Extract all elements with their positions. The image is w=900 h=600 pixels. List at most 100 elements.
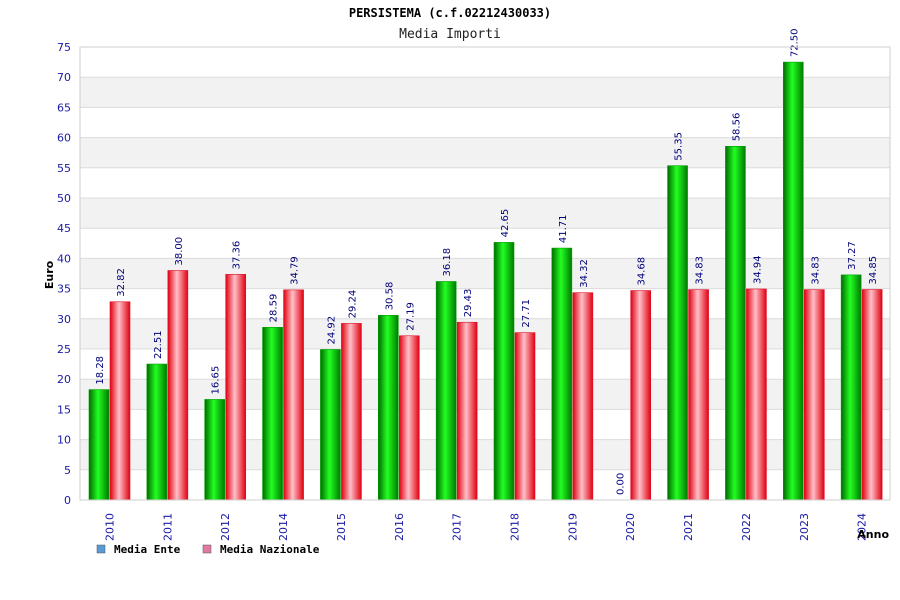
bar-ente-2016 [377, 314, 399, 501]
bar-ente-2022 [725, 145, 746, 501]
data-label: 34.68 [637, 257, 648, 286]
data-label: 36.18 [442, 248, 453, 277]
y-tick-label: 25 [57, 343, 71, 356]
bar-ente-2015 [320, 349, 341, 501]
data-label: 55.35 [674, 132, 685, 161]
y-tick-label: 30 [57, 313, 71, 326]
x-tick-label: 2020 [624, 513, 637, 541]
x-tick-label: 2018 [509, 513, 522, 541]
data-label: 29.43 [463, 289, 474, 318]
bar-nazionale-2020 [630, 290, 652, 501]
bar-nazionale-2019 [572, 292, 594, 501]
x-tick-label: 2021 [682, 513, 695, 541]
bar-nazionale-2012 [225, 274, 247, 501]
data-label: 42.65 [500, 209, 511, 238]
data-label: 34.83 [810, 256, 821, 285]
data-label: 34.32 [579, 259, 590, 288]
data-label: 30.58 [384, 282, 395, 311]
x-tick-label: 2019 [566, 513, 579, 541]
y-tick-label: 60 [57, 132, 71, 145]
data-label: 28.59 [269, 294, 280, 323]
data-label: 58.56 [731, 113, 742, 142]
legend: Media Ente Media Nazionale [96, 543, 320, 556]
y-tick-label: 5 [64, 464, 71, 477]
data-label: 34.79 [290, 256, 301, 285]
bar-nazionale-2021 [688, 289, 709, 501]
bar-nazionale-2015 [341, 323, 362, 501]
data-label: 34.85 [868, 256, 879, 285]
plot-border [79, 46, 891, 501]
data-label: 37.36 [232, 241, 243, 270]
bar-ente-2011 [146, 363, 168, 501]
x-tick-label: 2024 [856, 513, 869, 541]
data-label: 24.92 [326, 316, 337, 345]
data-label: 16.65 [211, 366, 222, 395]
grid-band [80, 439, 890, 470]
bar-ente-2021 [667, 165, 688, 501]
legend-label-media-ente: Media Ente [114, 543, 181, 556]
x-tick-label: 2023 [798, 513, 811, 541]
x-tick-label: 2017 [451, 513, 464, 541]
data-label: 0.00 [616, 473, 627, 495]
x-tick-label: 2014 [277, 513, 290, 541]
x-tick-label: 2016 [393, 513, 406, 541]
x-tick-label: 2012 [219, 513, 232, 541]
bar-ente-2024 [840, 274, 862, 501]
data-label: 27.71 [521, 299, 532, 328]
chart-subtitle: Media Importi [399, 27, 501, 42]
y-tick-label: 35 [57, 283, 71, 296]
data-label: 27.19 [405, 302, 416, 331]
y-tick-label: 40 [57, 252, 71, 265]
y-tick-label: 15 [57, 403, 71, 416]
y-tick-label: 75 [57, 41, 71, 54]
data-label: 38.00 [174, 237, 185, 266]
x-tick-label: 2022 [740, 513, 753, 541]
y-tick-label: 65 [57, 101, 71, 114]
grid-band [80, 379, 890, 410]
y-tick-label: 50 [57, 192, 71, 205]
bar-ente-2018 [493, 242, 515, 501]
grid-bands [80, 46, 890, 501]
y-axis-ticks: 0 5 10 15 20 25 30 35 40 45 50 55 60 65 70 75 [57, 41, 71, 507]
legend-swatch-media-nazionale [202, 544, 212, 554]
bar-nazionale-2010 [109, 301, 131, 501]
grid-band [80, 77, 890, 108]
bar-nazionale-2016 [398, 335, 420, 501]
bar-ente-2023 [782, 61, 804, 501]
y-tick-label: 0 [64, 494, 71, 507]
data-label: 32.82 [116, 268, 127, 297]
y-tick-label: 70 [57, 71, 71, 84]
bar-ente-2019 [551, 247, 573, 501]
legend-swatch-media-ente [96, 544, 106, 554]
x-tick-label: 2015 [335, 513, 348, 541]
data-label: 41.71 [558, 214, 569, 243]
bar-nazionale-2011 [167, 270, 189, 501]
y-tick-label: 10 [57, 434, 71, 447]
grid-band [80, 258, 890, 289]
y-tick-label: 55 [57, 162, 71, 175]
x-tick-label: 2010 [104, 513, 117, 541]
grid-band [80, 318, 890, 349]
bar-nazionale-2022 [746, 288, 767, 501]
data-label: 34.94 [752, 255, 763, 284]
bar-nazionale-2014 [283, 289, 304, 501]
bar-nazionale-2017 [456, 321, 478, 501]
y-tick-label: 45 [57, 222, 71, 235]
data-label: 22.51 [153, 330, 164, 359]
bars: 18.28 32.82 22.51 38.00 16.65 37.36 28.59 34.79… [88, 28, 883, 501]
bar-ente-2014 [262, 327, 283, 501]
x-axis-ticks: 2010 2011 2012 2014 2015 2016 2017 2018 2019 2020… [104, 513, 869, 541]
bar-nazionale-2018 [514, 332, 536, 501]
data-label: 18.28 [95, 356, 106, 385]
data-label: 34.83 [695, 256, 706, 285]
x-axis-label: Anno [857, 528, 889, 541]
bar-nazionale-2024 [861, 289, 883, 501]
y-tick-label: 20 [57, 373, 71, 386]
bar-ente-2017 [435, 281, 457, 501]
data-label: 72.50 [789, 28, 800, 57]
data-label: 29.24 [347, 290, 358, 319]
legend-label-media-nazionale: Media Nazionale [220, 543, 320, 556]
bar-ente-2012 [204, 399, 226, 501]
grid-band [80, 137, 890, 168]
bar-ente-2010 [88, 389, 110, 501]
